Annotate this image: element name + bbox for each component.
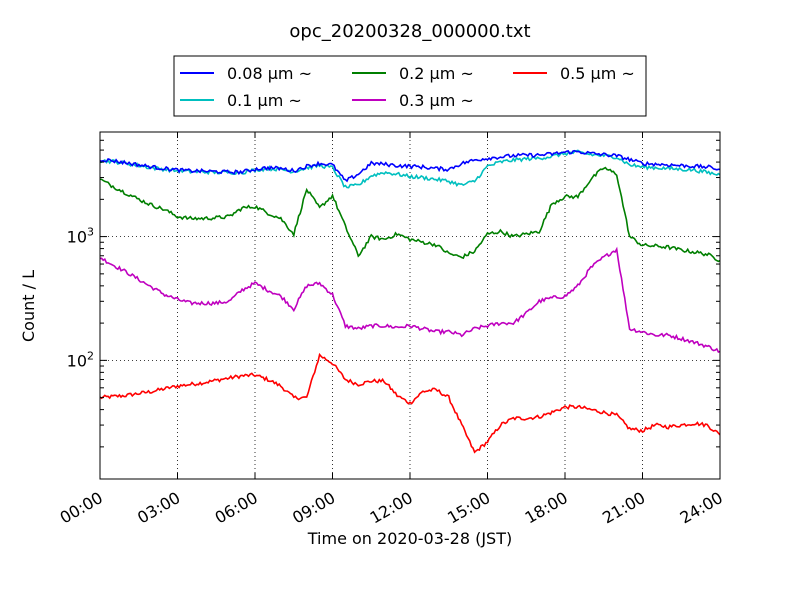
legend: 0.08 µm ~ 0.1 µm ~ 0.2 µm ~ 0.3 µm ~ 0.5 µm … bbox=[173, 55, 647, 117]
legend-label: 0.2 µm ~ bbox=[399, 64, 474, 83]
legend-label: 0.5 µm ~ bbox=[560, 64, 635, 83]
legend-label: 0.3 µm ~ bbox=[399, 91, 474, 110]
legend-label: 0.1 µm ~ bbox=[227, 91, 302, 110]
x-tick-label: 21:00 bbox=[599, 488, 648, 528]
x-tick-label: 03:00 bbox=[134, 488, 183, 528]
x-tick-label: 12:00 bbox=[367, 488, 416, 528]
chart-title: opc_20200328_000000.txt bbox=[289, 21, 530, 42]
axis-ticks: 00:00 03:00 06:00 09:00 12:00 15:00 18:00 21:00… bbox=[57, 131, 726, 528]
x-tick-label: 06:00 bbox=[212, 488, 261, 528]
legend-label: 0.08 µm ~ bbox=[227, 64, 312, 83]
x-tick-label: 18:00 bbox=[522, 488, 571, 528]
x-tick-label: 09:00 bbox=[289, 488, 338, 528]
grid bbox=[100, 132, 720, 479]
x-axis-label: Time on 2020-03-28 (JST) bbox=[307, 529, 512, 548]
series-line bbox=[99, 246, 721, 353]
x-tick-label: 24:00 bbox=[677, 488, 726, 528]
series-lines bbox=[99, 149, 721, 454]
series-line bbox=[99, 149, 721, 189]
series-line bbox=[99, 149, 720, 183]
series-line bbox=[99, 166, 721, 263]
x-tick-label: 00:00 bbox=[57, 488, 106, 528]
y-tick-label: 102 bbox=[67, 349, 94, 370]
legend-box bbox=[173, 55, 647, 117]
series-line bbox=[99, 352, 721, 454]
y-tick-label: 103 bbox=[67, 226, 94, 247]
y-axis-label: Count / L bbox=[19, 270, 38, 342]
x-tick-label: 15:00 bbox=[444, 488, 493, 528]
